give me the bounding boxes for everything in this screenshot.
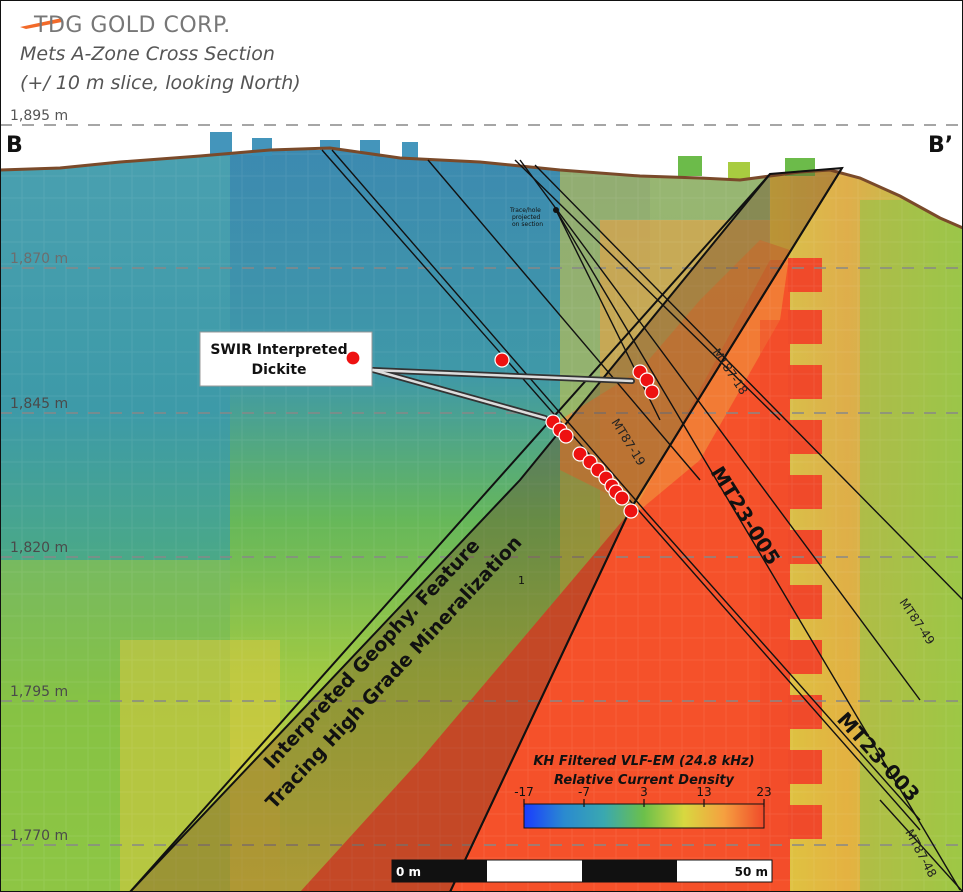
callout-line-2: Dickite — [251, 362, 306, 378]
section-subtitle: (+/ 10 m slice, looking North) — [20, 72, 301, 94]
elevation-label-1795: 1,795 m — [10, 684, 68, 700]
legend-tick-label: -7 — [578, 785, 590, 799]
legend: KH Filtered VLF-EM (24.8 kHz) Relative C… — [514, 754, 772, 829]
company-name: TDG GOLD CORP. — [33, 13, 231, 38]
drillhole-traces — [321, 149, 963, 892]
legend-title: KH Filtered VLF-EM (24.8 kHz) — [533, 754, 754, 769]
svg-text:projected: projected — [512, 214, 541, 221]
elevation-label-1820: 1,820 m — [10, 540, 68, 556]
section-title: Mets A-Zone Cross Section — [20, 43, 275, 65]
callout-line-1: SWIR Interpreted — [210, 342, 347, 358]
scale-bar-start: 0 m — [396, 865, 421, 879]
topography-line — [0, 146, 963, 230]
inversion-model — [0, 150, 963, 892]
elevation-label-1770: 1,770 m — [10, 828, 68, 844]
scale-bar: 0 m 50 m — [391, 859, 773, 883]
scale-bar-end: 50 m — [735, 865, 768, 879]
feature-label-superscript: 1 — [518, 574, 525, 587]
svg-text:Trace/hole: Trace/hole — [509, 207, 541, 214]
legend-tick-label: 3 — [640, 785, 648, 799]
swir-callout: SWIR Interpreted Dickite — [199, 331, 373, 387]
elevation-label-1895: 1,895 m — [10, 108, 68, 124]
legend-color-bar — [523, 803, 765, 829]
elevation-labels: 1,895 m 1,870 m 1,845 m 1,820 m 1,795 m … — [10, 108, 68, 844]
elevation-label-1845: 1,845 m — [10, 396, 68, 412]
legend-subtitle: Relative Current Density — [554, 773, 735, 788]
header: TDG GOLD CORP. Mets A-Zone Cross Section… — [20, 13, 301, 94]
section-end-right: B’ — [928, 133, 953, 158]
section-end-left: B — [6, 133, 23, 158]
company-logo: TDG GOLD CORP. — [20, 13, 231, 38]
legend-tick-label: 23 — [756, 785, 771, 799]
elevation-gridlines — [0, 124, 963, 846]
elevation-label-1870: 1,870 m — [10, 251, 68, 267]
callout-legend-dot — [345, 350, 361, 366]
legend-ticks: -17 -7 3 13 23 — [514, 785, 772, 807]
legend-tick-label: -17 — [514, 785, 534, 799]
svg-text:on section: on section — [512, 221, 543, 228]
legend-tick-label: 13 — [696, 785, 711, 799]
swir-sample-points — [494, 352, 660, 519]
projection-note: Trace/hole projected on section — [509, 207, 543, 228]
